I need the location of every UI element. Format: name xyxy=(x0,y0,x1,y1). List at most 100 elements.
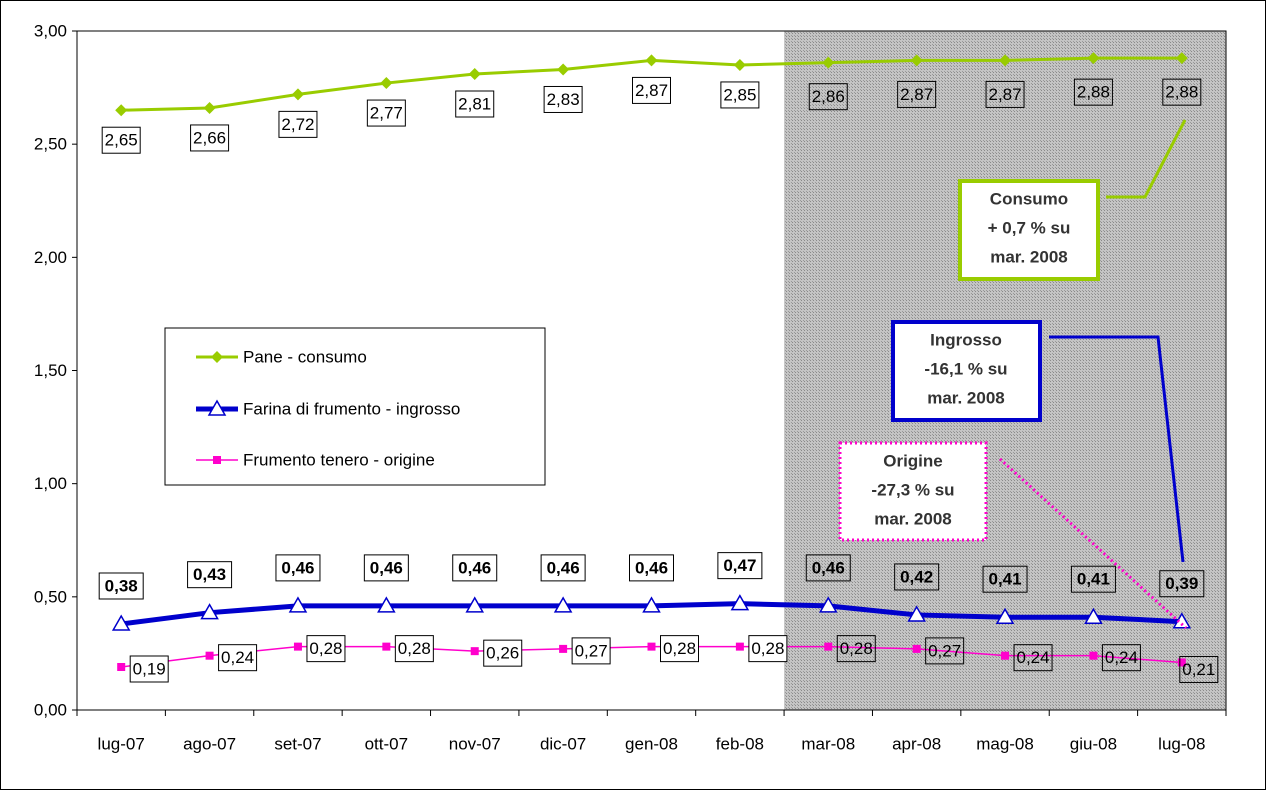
data-label-box xyxy=(1013,644,1053,672)
data-label: 0,28 xyxy=(309,639,342,658)
data-label: 0,21 xyxy=(1182,660,1215,679)
data-label-box xyxy=(190,124,230,152)
data-point xyxy=(912,644,921,653)
data-label: 2,85 xyxy=(723,85,756,104)
data-point xyxy=(735,642,744,651)
annotation-text: -27,3 % su xyxy=(871,481,954,500)
data-label: 2,65 xyxy=(105,131,138,150)
data-label: 0,27 xyxy=(575,641,608,660)
data-point xyxy=(465,596,485,613)
data-label: 2,86 xyxy=(812,87,845,106)
data-label-box xyxy=(982,565,1028,593)
data-point xyxy=(288,596,308,613)
annotation-text: mar. 2008 xyxy=(990,248,1068,267)
data-label: 0,28 xyxy=(398,639,431,658)
data-label: 0,47 xyxy=(723,556,756,575)
y-tick-label: 0,00 xyxy=(34,701,67,720)
annotation-text: Consumo xyxy=(990,190,1068,209)
data-point xyxy=(995,607,1015,624)
data-label-box xyxy=(985,80,1025,108)
data-point xyxy=(115,104,128,117)
annotation-text: Ingrosso xyxy=(930,331,1002,350)
data-point xyxy=(117,662,126,671)
data-label-box xyxy=(1101,644,1141,672)
data-label-box xyxy=(278,110,318,138)
data-point xyxy=(1177,658,1186,667)
data-label-box xyxy=(218,644,258,672)
annotation-box xyxy=(958,179,1100,281)
data-label: 2,87 xyxy=(988,85,1021,104)
data-label-box xyxy=(394,635,434,663)
y-tick-label: 1,00 xyxy=(34,474,67,493)
data-label-box xyxy=(98,572,144,600)
data-label: 0,24 xyxy=(221,648,254,667)
data-label-box xyxy=(571,637,611,665)
data-point xyxy=(642,596,661,613)
data-label: 0,24 xyxy=(1016,648,1049,667)
data-label: 0,24 xyxy=(1105,648,1138,667)
data-label-box xyxy=(836,635,876,663)
y-tick-label: 3,00 xyxy=(34,22,67,41)
data-point xyxy=(557,63,570,76)
y-tick-label: 1,50 xyxy=(34,361,67,380)
data-point xyxy=(1089,651,1098,660)
data-label: 0,38 xyxy=(105,576,138,595)
data-label-box xyxy=(483,639,523,667)
data-point xyxy=(470,647,479,656)
data-point xyxy=(730,594,750,611)
x-tick-label: dic-07 xyxy=(540,735,586,754)
data-point xyxy=(382,642,391,651)
x-tick-label: gen-08 xyxy=(625,735,678,754)
data-label-box xyxy=(452,554,498,582)
data-label-box xyxy=(1073,78,1113,106)
data-point xyxy=(907,605,926,622)
x-tick-label: ago-07 xyxy=(183,735,236,754)
data-label: 2,88 xyxy=(1077,83,1110,102)
y-tick-label: 2,50 xyxy=(34,135,67,154)
y-tick-label: 2,00 xyxy=(34,248,67,267)
data-label: 2,72 xyxy=(281,115,314,134)
data-point xyxy=(203,101,216,114)
data-label: 2,66 xyxy=(193,128,226,147)
annotation-text: mar. 2008 xyxy=(927,389,1005,408)
data-label: 0,46 xyxy=(458,558,491,577)
data-label-box xyxy=(1070,565,1116,593)
data-label-box xyxy=(748,635,788,663)
data-point xyxy=(1087,52,1100,65)
annotation-text: Origine xyxy=(883,452,943,471)
data-label-box xyxy=(129,655,169,683)
data-label: 0,46 xyxy=(635,558,668,577)
data-label-box xyxy=(925,637,965,665)
annotation-connector xyxy=(998,457,1188,630)
annotation-text: mar. 2008 xyxy=(874,510,952,529)
x-tick-label: feb-08 xyxy=(716,735,764,754)
data-label-box xyxy=(306,635,346,663)
x-tick-label: apr-08 xyxy=(892,735,941,754)
data-label-box xyxy=(366,99,406,127)
x-tick-label: lug-08 xyxy=(1158,735,1205,754)
legend-marker xyxy=(213,456,221,464)
data-label: 0,39 xyxy=(1165,574,1198,593)
data-point xyxy=(824,642,833,651)
data-point xyxy=(293,642,302,651)
data-point xyxy=(647,642,656,651)
data-point xyxy=(559,644,568,653)
data-point xyxy=(1001,651,1010,660)
data-point xyxy=(553,596,573,613)
data-label: 2,83 xyxy=(547,90,580,109)
y-tick-label: 0,50 xyxy=(34,587,67,606)
x-tick-label: mag-08 xyxy=(976,735,1034,754)
x-tick-label: set-07 xyxy=(274,735,321,754)
data-label-box xyxy=(805,554,851,582)
data-point xyxy=(377,596,396,613)
data-point xyxy=(1084,607,1103,624)
data-point xyxy=(910,54,923,67)
data-label: 2,81 xyxy=(458,95,491,114)
data-label: 0,46 xyxy=(281,558,314,577)
data-label-box xyxy=(808,83,848,111)
data-label: 2,87 xyxy=(635,81,668,100)
data-label-box xyxy=(540,554,586,582)
data-label: 0,28 xyxy=(840,639,873,658)
